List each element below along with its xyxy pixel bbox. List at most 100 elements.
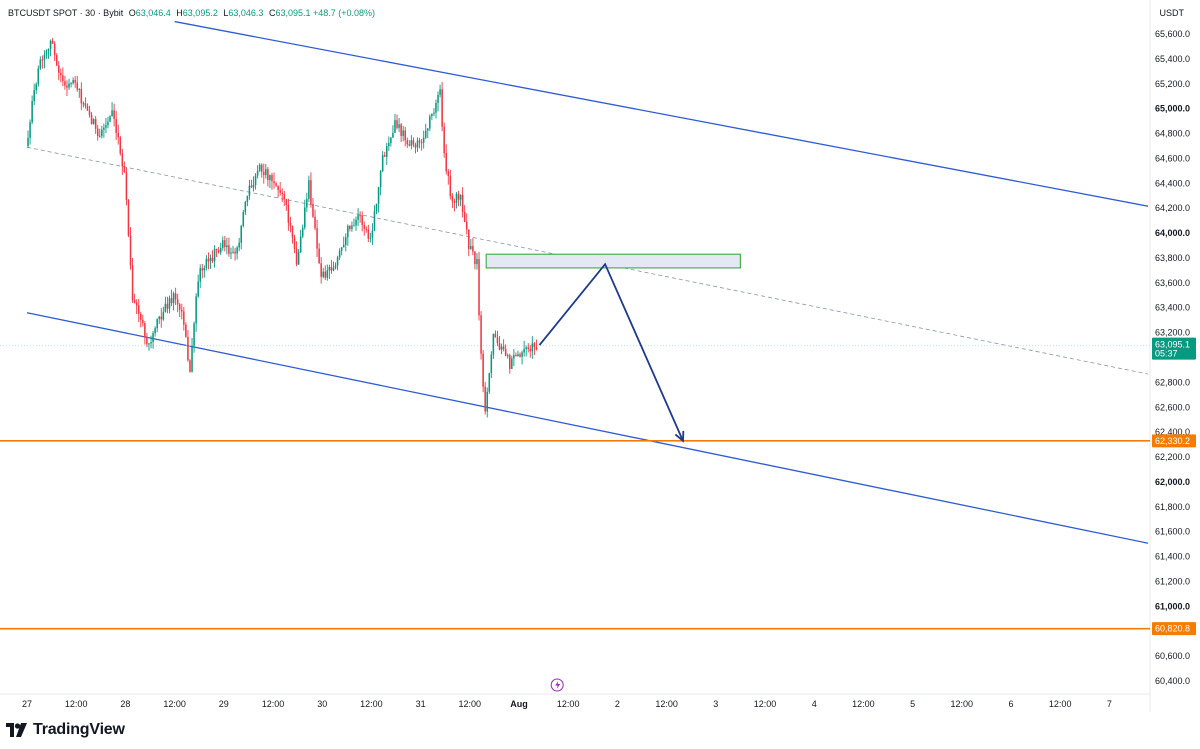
candle — [170, 289, 173, 307]
candle — [43, 50, 46, 69]
candle-body — [320, 263, 322, 277]
candle — [289, 216, 292, 233]
candle-body — [443, 126, 445, 154]
candle-body — [308, 180, 310, 199]
candle-body — [101, 129, 103, 136]
candle-body — [252, 184, 255, 188]
candle — [228, 237, 230, 257]
candle-body — [496, 337, 499, 344]
candle-body — [349, 225, 351, 230]
candle — [439, 84, 441, 98]
candle-body — [312, 203, 314, 217]
candle — [334, 262, 337, 270]
candle-body — [174, 293, 177, 300]
candle — [234, 247, 236, 261]
candle — [400, 123, 402, 143]
candle — [418, 137, 421, 149]
candle-body — [66, 85, 68, 88]
candle — [404, 126, 407, 147]
candle — [332, 261, 335, 272]
candle — [217, 246, 220, 254]
price-axis[interactable]: 65,600.0 65,400.0 65,200.0 65,000.0 64,800.0… — [1155, 29, 1190, 686]
candle-body — [365, 228, 368, 230]
candle-body — [420, 142, 423, 144]
candle-body — [197, 281, 199, 297]
candle — [375, 203, 378, 215]
candle-body — [445, 153, 448, 172]
candle — [62, 67, 64, 87]
tradingview-logo[interactable]: TradingView — [6, 721, 125, 739]
supply-zone-rect — [485, 253, 742, 269]
candle — [103, 123, 105, 138]
candle-body — [472, 246, 474, 252]
candle-body — [154, 328, 156, 334]
currency-label: USDT — [1159, 8, 1185, 18]
candle — [254, 173, 257, 190]
candle-body — [291, 225, 294, 238]
change-value: +48.7 (+0.08%) — [313, 8, 376, 18]
candle-body — [260, 164, 263, 172]
candle-body — [500, 346, 503, 350]
candle — [336, 255, 339, 271]
candle — [416, 137, 419, 152]
candle — [371, 223, 374, 246]
candle — [49, 39, 52, 57]
x-tick-label: 31 — [416, 699, 426, 709]
candle — [351, 221, 353, 232]
x-tick-label: 12:00 — [262, 699, 285, 709]
candle — [306, 192, 308, 212]
x-tick-label: 12:00 — [852, 699, 875, 709]
candle-body — [115, 118, 117, 133]
candle-body — [78, 88, 81, 90]
candle — [252, 176, 255, 192]
candle — [265, 163, 267, 179]
candle-body — [379, 171, 382, 188]
candle-body — [180, 309, 183, 312]
candle — [105, 118, 107, 133]
candle-body — [342, 244, 345, 248]
candle-body — [513, 355, 515, 359]
candle-body — [353, 225, 355, 227]
level-price-tag — [1152, 622, 1196, 636]
candle — [35, 82, 38, 95]
candle-body — [51, 40, 54, 44]
candle — [349, 224, 351, 232]
candle — [154, 326, 156, 337]
symbol-legend[interactable]: BTCUSDT SPOT · 30 · Bybit O63,046.4 H63,… — [8, 8, 375, 18]
candle — [176, 293, 179, 313]
candle-body — [422, 137, 425, 143]
candle — [283, 190, 286, 207]
candle-body — [226, 245, 228, 248]
candle-body — [511, 358, 513, 369]
candle — [297, 248, 300, 266]
candle — [123, 161, 126, 173]
time-axis[interactable]: 27 12:00 28 12:00 29 12:00 30 12:00 31 12:00 Aug 12… — [22, 678, 1112, 709]
candle — [80, 82, 83, 111]
candle — [299, 229, 302, 254]
candle-body — [238, 242, 240, 248]
candle-body — [170, 298, 173, 304]
candle — [72, 77, 74, 85]
candle — [463, 205, 466, 223]
candle-body — [355, 219, 357, 226]
candle — [224, 235, 226, 252]
candle-body — [332, 267, 335, 271]
event-lightning-icon[interactable] — [550, 678, 564, 692]
candle — [476, 252, 478, 270]
candle-body — [35, 84, 38, 90]
candle-body — [324, 271, 327, 278]
projection-arrowhead — [674, 430, 685, 443]
candle — [275, 181, 277, 188]
candle-body — [256, 170, 259, 176]
candle — [215, 248, 218, 258]
candle-body — [142, 319, 144, 324]
candle — [189, 359, 191, 373]
candle-body — [29, 122, 31, 138]
candle-body — [62, 75, 64, 82]
candle — [513, 348, 515, 367]
candle — [459, 194, 462, 207]
candle — [494, 330, 497, 338]
candle-body — [98, 135, 101, 137]
y-tick-label: 64,000.0 — [1155, 228, 1190, 238]
